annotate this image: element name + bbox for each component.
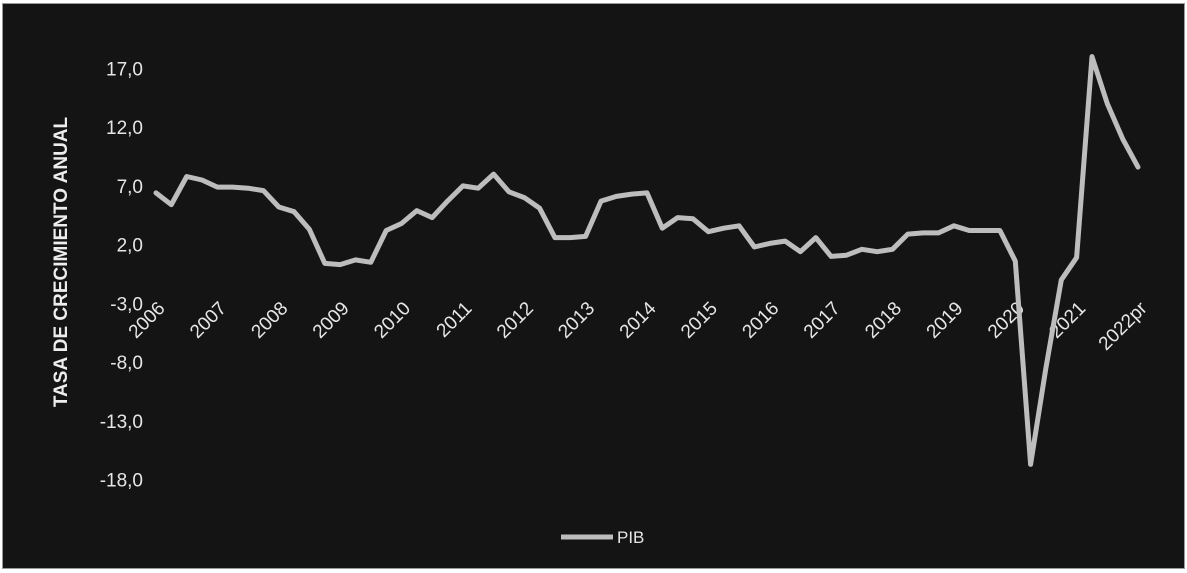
x-axis-ticks: 2006 2007 2008 2009 2010 2011 2012 2013 2014 2015… [125,298,1152,355]
x-tick-label: 2008 [248,298,293,343]
x-tick-label: 2015 [677,298,722,343]
legend: PIB [561,528,644,547]
line-chart: 17,0 12,0 7,0 2,0 -3,0 -8,0 -13,0 -18,0 TASA DE… [51,54,1152,547]
y-tick-label: 2,0 [117,236,143,257]
x-tick-label: 2022pr [1095,298,1152,355]
y-tick-label: -8,0 [110,353,143,374]
series-line-pib [153,54,1141,467]
x-tick-label: 2009 [309,298,354,343]
y-axis-label: TASA DE CRECIMIENTO ANUAL [51,116,72,407]
y-tick-label: -18,0 [100,471,143,492]
y-tick-label: -13,0 [100,412,143,433]
x-tick-label: 2007 [186,298,231,343]
x-tick-label: 2016 [739,298,784,343]
x-tick-label: 2010 [370,298,415,343]
y-tick-label: 12,0 [106,118,143,139]
x-tick-label: 2019 [923,298,968,343]
x-tick-label: 2012 [493,298,538,343]
y-axis-ticks: 17,0 12,0 7,0 2,0 -3,0 -8,0 -13,0 -18,0 [100,59,143,491]
y-tick-label: 7,0 [117,177,143,198]
y-tick-label: 17,0 [106,59,143,80]
x-tick-label: 2013 [554,298,599,343]
x-tick-label: 2017 [800,298,845,343]
chart-panel: 17,0 12,0 7,0 2,0 -3,0 -8,0 -13,0 -18,0 TASA DE… [2,3,1185,569]
legend-label-pib: PIB [617,528,644,547]
x-tick-label: 2011 [433,298,477,342]
x-tick-label: 2014 [616,298,661,343]
x-tick-label: 2018 [861,298,906,343]
y-tick-label: -3,0 [110,294,143,315]
